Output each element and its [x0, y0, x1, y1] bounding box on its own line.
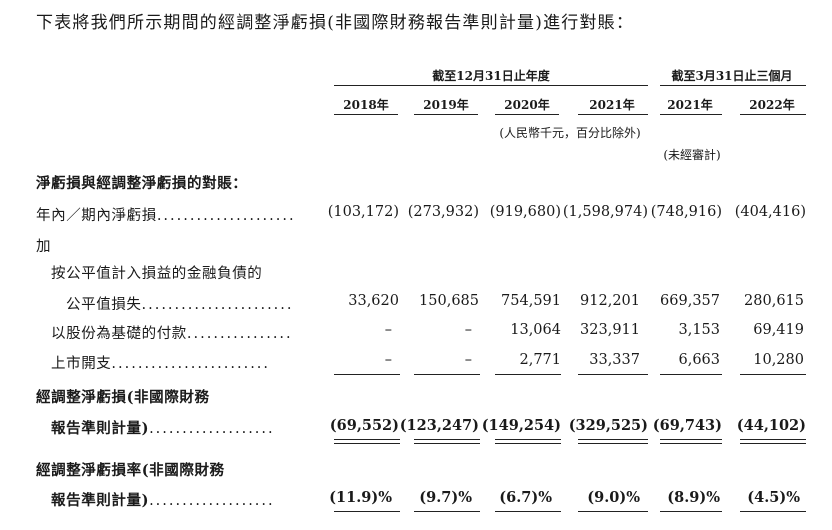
header-year-2021: 2021年 [589, 98, 635, 112]
row-label-fv: 公平值損失....................... [66, 297, 294, 313]
header-group-annual: 截至12月31日止年度 [432, 69, 550, 83]
adj-2022-q: (44,102) [736, 417, 806, 434]
section-title: 淨虧損與經調整淨虧損的對賬： [36, 175, 248, 192]
row-label-fv-line1: 按公平值計入損益的金融負債的 [51, 266, 263, 282]
total-double-rule-2019 [414, 439, 480, 444]
rate-rule-2019 [414, 511, 480, 512]
rate-2021: (9.0)% [587, 489, 640, 506]
year-rule-2022-q [740, 114, 806, 115]
header-group-quarter: 截至3月31日止三個月 [671, 69, 793, 83]
row-label-rate-line1: 經調整淨虧損率(非國際財務 [36, 462, 225, 479]
net-loss-2020: (919,680) [489, 204, 561, 220]
sbc-2021-q: 3,153 [678, 322, 720, 338]
sbc-2018: – [384, 322, 392, 338]
unit-note: (人民幣千元，百分比除外) [499, 126, 641, 140]
header-year-2019: 2019年 [423, 98, 469, 112]
total-double-rule-2021 [578, 439, 648, 444]
total-double-rule-2020 [495, 439, 561, 444]
total-double-rule-2018 [334, 439, 400, 444]
row-label-sbc: 以股份為基礎的付款................ [51, 326, 293, 342]
net-loss-2021-q: (748,916) [650, 204, 722, 220]
subtotal-rule-2021 [578, 374, 648, 375]
fv-2018: 33,620 [348, 293, 399, 309]
year-rule-2020 [495, 114, 559, 115]
listing-2020: 2,771 [519, 352, 561, 368]
row-label-adj-line1: 經調整淨虧損(非國際財務 [36, 389, 210, 406]
row-label-rate: 報告準則計量)................... [51, 492, 275, 509]
header-group-annual-rule [334, 85, 648, 86]
year-rule-2018 [334, 114, 398, 115]
intro-text: 下表將我們所示期間的經調整淨虧損(非國際財務報告準則計量)進行對賬： [36, 13, 635, 33]
rate-rule-2021 [578, 511, 648, 512]
net-loss-2021: (1,598,974) [562, 204, 648, 220]
header-year-2018: 2018年 [343, 98, 389, 112]
row-label-listing: 上市開支........................ [51, 356, 271, 372]
rate-2020: (6.7)% [499, 489, 552, 506]
subtotal-rule-2019 [414, 374, 480, 375]
sbc-2020: 13,064 [510, 322, 561, 338]
fv-2019: 150,685 [419, 293, 479, 309]
listing-2022-q: 10,280 [753, 352, 804, 368]
total-double-rule-2022-q [740, 439, 806, 444]
subtotal-rule-2021-q [660, 374, 722, 375]
add-label: 加 [36, 239, 52, 255]
fv-2020: 754,591 [501, 293, 561, 309]
sbc-2019: – [464, 322, 472, 338]
adj-2019: (123,247) [399, 417, 479, 434]
year-rule-2021 [578, 114, 648, 115]
rate-2019: (9.7)% [419, 489, 472, 506]
rate-rule-2021-q [660, 511, 722, 512]
sbc-2022-q: 69,419 [753, 322, 804, 338]
adj-2021-q: (69,743) [652, 417, 722, 434]
rate-rule-2022-q [740, 511, 806, 512]
listing-2019: – [464, 352, 472, 368]
rate-rule-2018 [334, 511, 400, 512]
header-year-2021-q: 2021年 [667, 98, 713, 112]
fv-2021: 912,201 [580, 293, 640, 309]
subtotal-rule-2018 [334, 374, 400, 375]
adj-2018: (69,552) [329, 417, 399, 434]
rate-2018: (11.9)% [329, 489, 392, 506]
adj-2021: (329,525) [568, 417, 648, 434]
adj-2020: (149,254) [481, 417, 561, 434]
year-rule-2021-q [660, 114, 722, 115]
row-label-net-loss: 年內／期內淨虧損..................... [36, 208, 296, 224]
net-loss-2018: (103,172) [327, 204, 399, 220]
listing-2021: 33,337 [589, 352, 640, 368]
net-loss-2022-q: (404,416) [734, 204, 806, 220]
unaudited-note: (未經審計) [663, 148, 721, 162]
header-year-2022-q: 2022年 [749, 98, 795, 112]
subtotal-rule-2020 [495, 374, 561, 375]
fv-2022-q: 280,615 [744, 293, 804, 309]
listing-2021-q: 6,663 [678, 352, 720, 368]
listing-2018: – [384, 352, 392, 368]
rate-2021-q: (8.9)% [667, 489, 720, 506]
header-group-quarter-rule [660, 85, 806, 86]
fv-2021-q: 669,357 [660, 293, 720, 309]
net-loss-2019: (273,932) [407, 204, 479, 220]
sbc-2021: 323,911 [580, 322, 640, 338]
rate-rule-2020 [495, 511, 561, 512]
rate-2022-q: (4.5)% [747, 489, 800, 506]
year-rule-2019 [414, 114, 478, 115]
row-label-adj: 報告準則計量)................... [51, 420, 275, 437]
header-year-2020: 2020年 [504, 98, 550, 112]
total-double-rule-2021-q [660, 439, 722, 444]
subtotal-rule-2022-q [740, 374, 806, 375]
